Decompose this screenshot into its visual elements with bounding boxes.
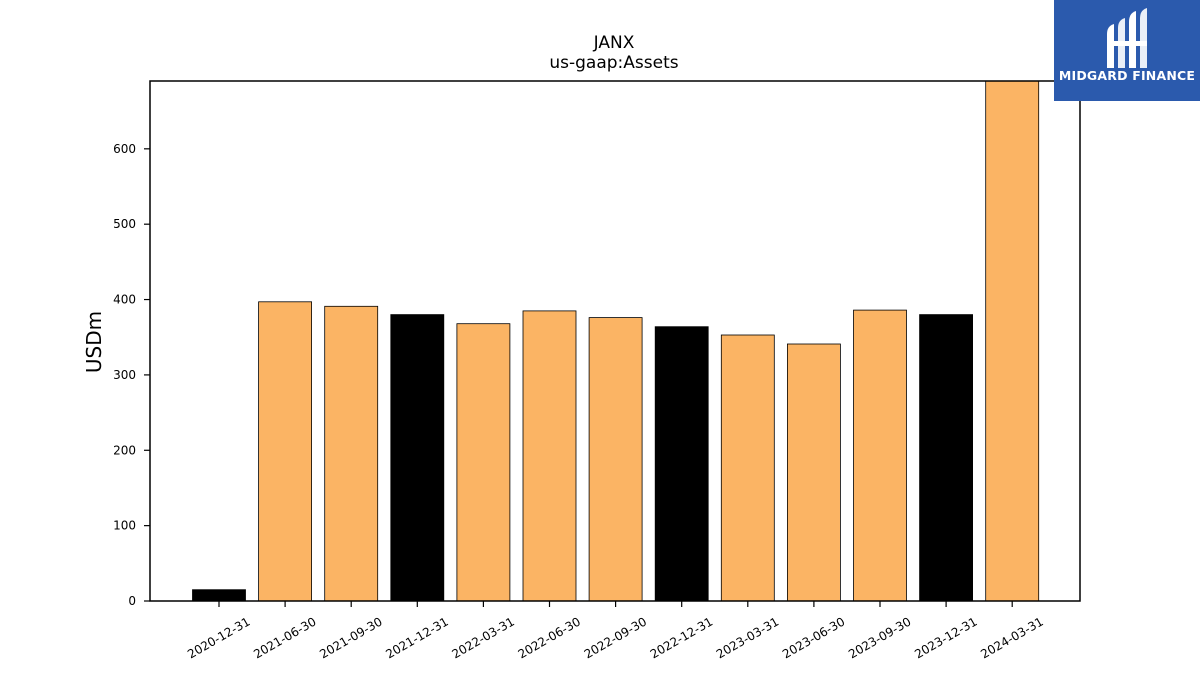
bar-2021-12-31: [390, 314, 445, 602]
y-tick-label: 100: [113, 519, 136, 533]
x-tick-label: 2023-06-30: [780, 614, 847, 661]
chart-subtitle: us-gaap:Assets: [549, 53, 678, 73]
x-tick-label: 2022-03-31: [449, 614, 516, 661]
logo-mark-icon: [1107, 8, 1147, 68]
bar-2022-03-31: [456, 323, 511, 602]
bar-2023-12-31: [919, 314, 973, 602]
bar-2022-09-30: [588, 317, 643, 602]
chart-title: JANX: [593, 33, 635, 53]
x-tick-label: 2021-09-30: [317, 614, 384, 661]
bar-2024-03-31: [985, 80, 1040, 602]
y-ticks-group: 0 100 200 300 400 500 600: [113, 142, 150, 608]
bar-2023-03-31: [720, 334, 775, 602]
y-tick-label: 200: [113, 443, 136, 457]
x-tick-label: 2021-12-31: [383, 614, 450, 661]
x-tick-label: 2023-09-30: [846, 614, 913, 661]
bar-2023-06-30: [787, 343, 841, 602]
x-tick-label: 2020-12-31: [185, 614, 252, 661]
x-ticks-group: 2020-12-312021-06-302021-09-302021-12-31…: [185, 601, 1046, 661]
x-tick-label: 2022-12-31: [648, 614, 715, 661]
bars-group: [192, 80, 1040, 602]
bar-2021-09-30: [324, 305, 379, 602]
logo-text: MIDGARD FINANCE: [1058, 68, 1196, 83]
bar-2021-06-30: [258, 301, 313, 602]
y-axis-label: USDm: [82, 311, 106, 373]
y-tick-label: 600: [113, 142, 136, 156]
x-tick-label: 2023-12-31: [912, 614, 979, 661]
bar-2023-09-30: [853, 309, 907, 602]
y-tick-label: 0: [128, 594, 136, 608]
y-tick-label: 400: [113, 293, 136, 307]
bar-2020-12-31: [192, 589, 246, 602]
x-tick-label: 2024-03-31: [978, 614, 1045, 661]
x-tick-label: 2022-06-30: [516, 614, 583, 661]
bar-2022-12-31: [654, 326, 709, 602]
bar-2022-06-30: [522, 310, 577, 602]
plot-frame: [149, 80, 1081, 602]
x-tick-label: 2022-09-30: [582, 614, 649, 661]
y-tick-label: 300: [113, 368, 136, 382]
company-logo: MIDGARD FINANCE: [1054, 0, 1200, 101]
y-tick-label: 500: [113, 217, 136, 231]
x-tick-label: 2023-03-31: [714, 614, 781, 661]
x-tick-label: 2021-06-30: [251, 614, 318, 661]
